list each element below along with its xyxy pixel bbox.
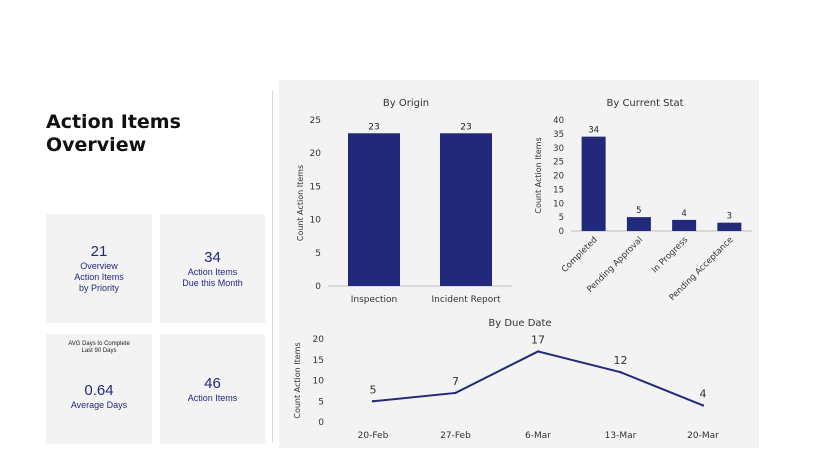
- chart1-ytick-label: 5: [315, 249, 321, 259]
- chart3-category-label: 20-Feb: [358, 431, 389, 441]
- card-priority-value: 21: [90, 243, 108, 260]
- card-total-label: Action Items: [187, 392, 238, 403]
- chart2-category-label: In Progress: [650, 235, 691, 276]
- chart3-point: [619, 371, 622, 374]
- card-total[interactable]: 46 Action Items: [160, 334, 265, 444]
- card-avg-days-caption-1: AVG Days to Complete: [68, 341, 130, 347]
- chart3-ytick-label: 20: [313, 335, 325, 345]
- chart1-ytick-label: 25: [310, 116, 321, 126]
- chart3-data-label: 17: [531, 333, 545, 346]
- card-avg-days[interactable]: AVG Days to Complete Last 90 Days 0.64 A…: [46, 334, 152, 444]
- chart1-ytick-label: 10: [310, 216, 322, 226]
- chart1-ytick-label: 0: [315, 282, 321, 292]
- chart2-data-label: 5: [636, 206, 641, 216]
- chart2-ytick-label: 30: [553, 144, 564, 154]
- chart3-point: [536, 350, 540, 353]
- divider: [272, 90, 273, 442]
- card-total-value: 46: [204, 374, 221, 392]
- chart2-data-label: 34: [588, 126, 599, 136]
- chart2-ylabel: Count Action Items: [534, 137, 543, 213]
- card-avg-days-label: Average Days: [70, 399, 128, 410]
- chart2-bar: [626, 217, 651, 231]
- chart3-series-line: [372, 350, 704, 407]
- chart3-ytick-label: 5: [318, 397, 324, 407]
- chart3-point: [371, 400, 375, 403]
- chart2-ytick-label: 20: [553, 172, 564, 182]
- chart1-bar: [440, 133, 492, 286]
- chart2-bar: [717, 222, 742, 231]
- chart3-ytick-label: 15: [313, 356, 324, 366]
- chart2-category-label: Completed: [560, 235, 600, 275]
- chart2-ytick-label: 35: [553, 130, 564, 140]
- card-priority-label-1: Overview: [80, 261, 118, 271]
- chart1-ylabel: Count Action Items: [296, 165, 305, 241]
- chart2-title: By Current Stat: [606, 98, 683, 109]
- chart3-category-label: 20-Mar: [687, 431, 719, 441]
- chart2-ytick-label: 25: [553, 158, 564, 168]
- chart3-point: [454, 391, 457, 395]
- card-due-month-label-2: Due this Month: [182, 277, 243, 288]
- page-title-line-1: Action Items: [46, 111, 181, 133]
- chart1-category-label: Inspection: [351, 295, 398, 305]
- card-priority-label-2: Action Items: [74, 272, 124, 282]
- chart3-category-label: 27-Feb: [440, 431, 471, 441]
- chart1-category-label: Incident Report: [432, 295, 501, 305]
- card-avg-days-value: 0.64: [84, 381, 114, 399]
- chart1-data-label: 23: [368, 122, 379, 132]
- chart3-ytick-label: 10: [313, 377, 325, 387]
- chart2-data-label: 4: [681, 209, 686, 219]
- chart1-ytick-label: 15: [310, 182, 321, 192]
- card-avg-days-caption-2: Last 90 Days: [81, 348, 117, 354]
- chart1-bar: [348, 133, 400, 286]
- chart3-category-label: 13-Mar: [605, 431, 637, 441]
- chart2-bar: [581, 136, 606, 231]
- chart3-point: [701, 404, 705, 407]
- page-title-line-2: Overview: [46, 134, 147, 156]
- chart3-ytick-label: 0: [318, 418, 324, 428]
- chart2-ytick-label: 5: [559, 213, 564, 223]
- card-priority-label-3: by Priority: [78, 283, 119, 293]
- chart1-data-label: 23: [460, 122, 471, 132]
- chart2-ytick-label: 40: [553, 116, 564, 126]
- chart2-bar: [672, 219, 697, 231]
- chart1-title: By Origin: [383, 98, 429, 109]
- chart2-ytick-label: 15: [553, 185, 564, 195]
- chart2-ytick-label: 0: [559, 227, 564, 237]
- chart3-ylabel: Count Action Items: [293, 342, 302, 418]
- chart3-data-label: 12: [614, 354, 628, 367]
- chart3-title: By Due Date: [488, 318, 551, 329]
- card-due-month[interactable]: 34 Action Items Due this Month: [160, 214, 265, 323]
- chart3-data-label: 4: [700, 387, 707, 400]
- chart3-data-label: 5: [370, 383, 377, 396]
- card-due-month-value: 34: [204, 248, 221, 266]
- card-avg-days-caption: AVG Days to Complete Last 90 Days: [46, 341, 152, 355]
- chart3-data-label: 7: [452, 375, 459, 388]
- chart2-ytick-label: 10: [553, 199, 564, 209]
- card-priority[interactable]: 21 Overview Action Items by Priority: [46, 214, 152, 323]
- chart2-data-label: 3: [727, 212, 732, 222]
- chart3-category-label: 6-Mar: [525, 431, 551, 441]
- chart1-ytick-label: 20: [310, 149, 322, 159]
- page-title: Action Items Overview: [46, 111, 246, 157]
- card-due-month-label-1: Action Items: [187, 266, 238, 277]
